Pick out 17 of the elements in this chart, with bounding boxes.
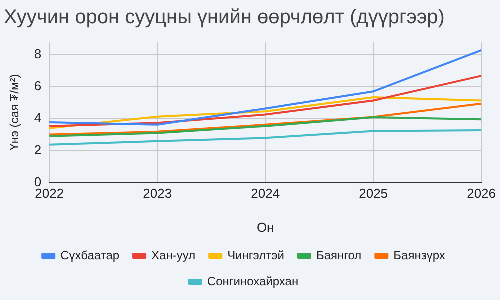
legend-label: Баянзүрх	[394, 248, 446, 262]
x-tick-label: 2025	[359, 186, 388, 202]
legend-label: Хан-уул	[152, 248, 196, 262]
x-axis-title: Он	[256, 220, 274, 235]
y-axis-title: Үнэ (сая ₮/м²)	[8, 74, 22, 150]
x-tick-label: 2026	[467, 186, 496, 202]
y-tick-label: 4	[34, 110, 42, 126]
y-tick-label: 2	[34, 142, 42, 158]
legend-label: Баянгол	[316, 248, 362, 262]
y-tick-label: 8	[34, 46, 42, 62]
x-tick-label: 2024	[251, 186, 280, 202]
y-tick-label: 6	[34, 78, 42, 94]
x-tick-label: 2023	[143, 186, 172, 202]
legend-label: Сүхбаатар	[60, 248, 120, 262]
chart-title: Хуучин орон сууцны үнийн өөрчлөлт (дүүргээр)	[4, 6, 445, 29]
legend-label: Чингэлтэй	[228, 248, 284, 262]
legend-label: Сонгинохайрхан	[207, 274, 299, 288]
